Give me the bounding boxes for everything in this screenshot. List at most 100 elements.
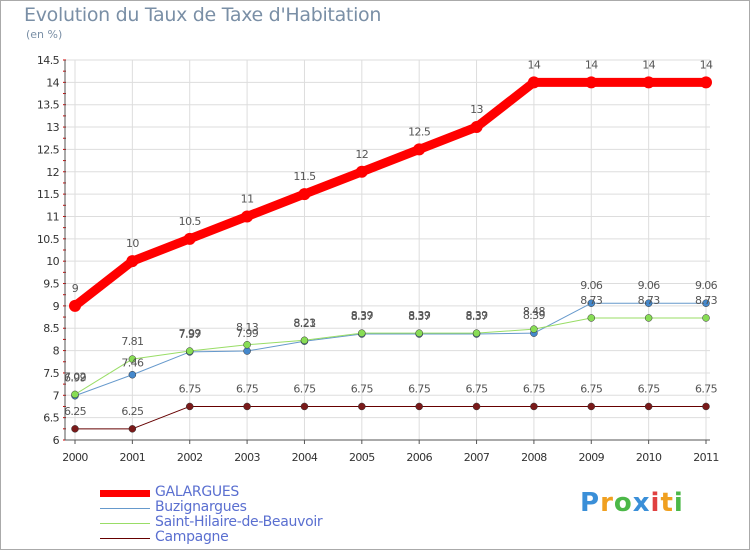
data-label: 8.73 [695,294,718,307]
data-point [128,355,137,363]
data-point [128,425,137,433]
data-label: 8.39 [523,309,546,322]
data-label: 8.21 [293,317,315,330]
data-label: 6.75 [695,382,718,395]
data-label: 9.06 [580,279,603,292]
y-tick-label: 13 [46,121,59,134]
data-point [527,76,540,89]
series-lines [69,76,712,433]
y-tick-label: 13.5 [37,99,60,112]
data-point [185,347,194,355]
legend-label: Campagne [155,529,229,545]
data-point [472,402,481,411]
x-tick-label: 2006 [406,451,432,464]
logo-letter: x [632,488,651,518]
data-point [243,341,251,349]
y-tick-label: 11.5 [37,188,60,201]
data-label: 10.5 [179,215,202,228]
data-label: 9 [72,282,79,295]
logo-letter: t [660,488,674,518]
data-point [413,143,426,156]
y-tick-label: 10 [46,255,59,268]
logo-letter: i [650,488,661,518]
data-label: 7.97 [179,328,202,341]
y-tick-label: 11 [46,210,59,223]
data-point [69,299,81,312]
data-label: 8.73 [580,294,603,307]
x-tick-label: 2003 [234,451,260,464]
y-tick-label: 8 [53,345,60,358]
data-point [587,402,596,411]
y-tick-label: 7.5 [43,367,59,380]
data-point [300,402,309,411]
x-tick-label: 2002 [177,451,203,464]
data-label: 11.5 [293,170,316,183]
x-tick-label: 2004 [292,451,318,464]
data-label: 8.73 [638,294,661,307]
legend-item-galargues: GALARGUES [100,484,400,502]
data-point [300,336,309,345]
data-label: 6.99 [64,372,87,385]
data-point [71,425,79,433]
data-point [243,402,251,411]
data-point [702,402,710,411]
y-tick-label: 10.5 [37,233,60,246]
data-label: 6.75 [351,382,374,395]
data-point [183,232,196,245]
x-tick-label: 2007 [464,451,490,464]
data-label: 9.06 [695,279,718,292]
x-tick-label: 2010 [636,451,662,464]
y-tick-label: 12 [46,166,59,179]
y-tick-label: 9 [53,300,60,313]
data-point [700,76,712,89]
data-point [415,329,423,337]
data-point [530,402,538,411]
data-point [128,370,137,379]
series-line [74,317,707,395]
x-tick-label: 2005 [349,451,375,464]
legend-label: Buzignargues [155,499,247,515]
data-point [358,402,366,411]
data-label: 6.75 [638,382,661,395]
data-label: 6.25 [64,405,87,418]
data-label: 8.13 [236,321,259,334]
proxiti-logo: Proxiti [580,488,684,518]
legend-label: Saint-Hilaire-de-Beauvoir [155,514,323,530]
y-tick-label: 12.5 [37,143,60,156]
y-tick-label: 8.5 [43,322,59,335]
legend-item-buzignargues: Buzignargues [100,499,400,517]
data-label: 8.39 [408,309,431,322]
data-point [642,76,655,89]
data-label: 8.39 [351,309,374,322]
data-point [585,76,598,89]
data-label: 8.37 [351,310,374,323]
chart-title: Evolution du Taux de Taxe d'Habitation [24,4,382,26]
data-point [243,347,251,355]
logo-letter: P [580,488,601,518]
series-line [74,302,707,397]
data-label: 6.75 [465,382,488,395]
data-point [644,402,653,411]
legend-label: GALARGUES [155,484,239,500]
data-label: 8.48 [523,305,546,318]
data-label: 9.06 [638,279,661,292]
data-point [702,299,710,307]
legend-swatch [100,508,150,509]
data-point [702,314,710,322]
data-label: 14 [700,58,713,71]
legend-swatch [100,523,150,524]
data-label: 6.25 [121,405,144,418]
data-label: 12 [355,148,368,161]
logo-letter: o [613,488,633,518]
logo-letter: i [673,488,684,518]
data-label: 8.37 [408,310,431,323]
legend-swatch [100,538,150,539]
data-point [71,390,79,399]
legend-swatch [100,490,150,497]
x-tick-label: 2008 [521,451,547,464]
x-tick-label: 2009 [578,451,604,464]
data-label: 11 [241,192,254,205]
y-tick-label: 6.5 [43,412,59,425]
